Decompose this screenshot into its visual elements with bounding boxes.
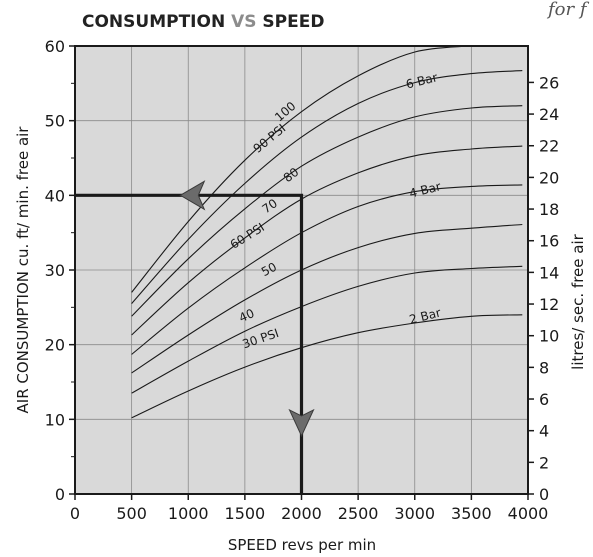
y2-axis-label: litres/ sec. free air — [569, 233, 587, 369]
pressure-curves — [131, 45, 523, 419]
y2-tick-label: 10 — [539, 327, 559, 346]
x-axis-label: SPEED revs per min — [228, 536, 376, 554]
arrow-down — [288, 408, 315, 438]
curve-60-psi — [131, 184, 523, 355]
y2-tick-label: 4 — [539, 422, 549, 441]
y-tick-label: 60 — [45, 37, 65, 56]
x-tick-label: 4000 — [508, 504, 549, 523]
chart-title-part1: CONSUMPTION — [82, 12, 231, 32]
y-tick-label: 40 — [45, 186, 65, 205]
reading-guide — [75, 180, 315, 494]
chart-title-part2: VS — [231, 12, 256, 32]
x-tick-label: 2000 — [281, 504, 322, 523]
y2-tick-label: 26 — [539, 73, 559, 92]
x-tick-label: 1500 — [225, 504, 266, 523]
x-tick-label: 0 — [70, 504, 80, 523]
x-tick-label: 3000 — [394, 504, 435, 523]
curve-label: 50 — [259, 260, 279, 280]
x-tick-label: 500 — [116, 504, 147, 523]
reading-guide-line — [75, 193, 304, 494]
y-tick-label: 50 — [45, 112, 65, 131]
y2-tick-label: 14 — [539, 263, 559, 282]
curve-40 — [131, 265, 523, 394]
y-tick-label: 20 — [45, 336, 65, 355]
y-axis-label: AIR CONSUMPTION cu. ft/ min. free air — [14, 126, 32, 414]
y2-tick-label: 8 — [539, 358, 549, 377]
curve-30-psi — [131, 314, 523, 419]
curve-70 — [131, 145, 523, 336]
x-tick-label: 3500 — [451, 504, 492, 523]
curve-label: 40 — [237, 306, 257, 325]
curve-100 — [131, 45, 469, 293]
curve-50 — [131, 223, 523, 374]
y2-tick-label: 2 — [539, 453, 549, 472]
curve-90-psi — [131, 70, 523, 304]
x-tick-label: 1000 — [168, 504, 209, 523]
y-tick-label: 30 — [45, 261, 65, 280]
chart-title-part3: SPEED — [257, 12, 325, 32]
chart-title: CONSUMPTION VS SPEED — [82, 12, 324, 32]
y2-tick-label: 0 — [539, 485, 549, 504]
arrow-left — [179, 180, 206, 211]
y2-tick-label: 16 — [539, 232, 559, 251]
y2-tick-label: 24 — [539, 105, 559, 124]
y2-tick-label: 22 — [539, 137, 559, 156]
y2-tick-label: 12 — [539, 295, 559, 314]
curve-80 — [131, 105, 523, 317]
y-tick-label: 0 — [55, 485, 65, 504]
y2-tick-label: 6 — [539, 390, 549, 409]
corner-text: for f — [546, 0, 590, 20]
x-tick-label: 2500 — [338, 504, 379, 523]
y-tick-label: 10 — [45, 410, 65, 429]
axis-ticks: 0 500 1000 1500 2000 2500 3000 3500 400001020304… — [45, 37, 560, 523]
y2-tick-label: 20 — [539, 168, 559, 187]
y2-tick-label: 18 — [539, 200, 559, 219]
